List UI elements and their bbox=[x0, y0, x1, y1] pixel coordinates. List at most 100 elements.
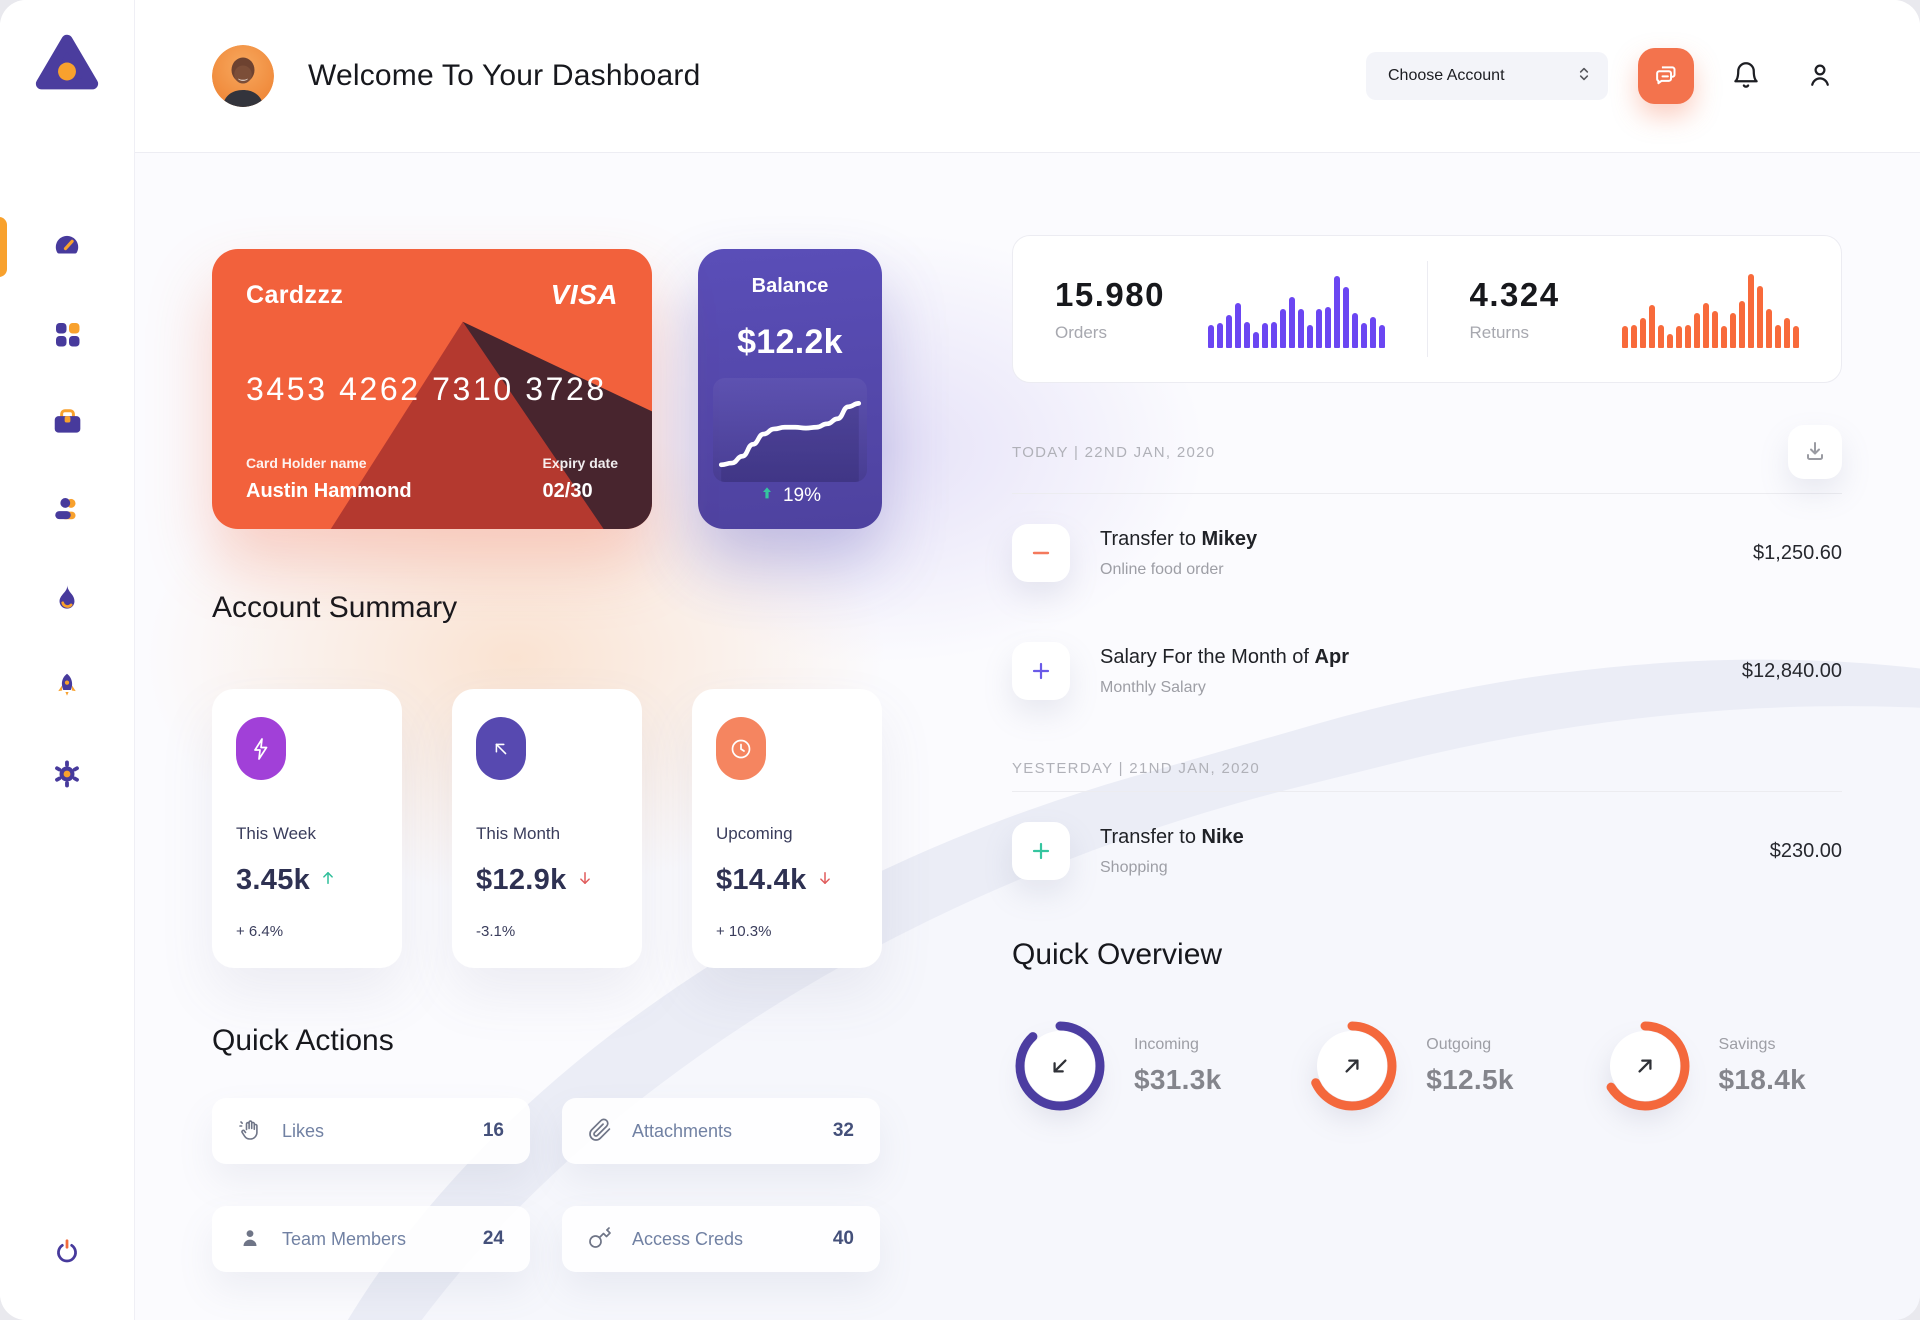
stats-divider bbox=[1426, 261, 1428, 357]
summary-card-upcoming: Upcoming $14.4k + 10.3% bbox=[692, 689, 882, 968]
summary-label: This Week bbox=[236, 824, 316, 843]
download-button[interactable] bbox=[1788, 425, 1842, 479]
transaction-row-nike[interactable]: Transfer to Nike Shopping $230.00 bbox=[1012, 792, 1842, 910]
overview-outgoing: Outgoing $12.5k bbox=[1304, 1018, 1513, 1114]
bell-icon bbox=[1731, 60, 1761, 93]
arrow-down-left-icon bbox=[1012, 1018, 1108, 1114]
page-title: Welcome To Your Dashboard bbox=[308, 59, 701, 92]
quick-action-count: 32 bbox=[832, 1120, 854, 1141]
today-date: TODAY | 22ND JAN, 2020 bbox=[1012, 443, 1216, 461]
key-icon bbox=[588, 1226, 612, 1253]
transaction-title: Salary For the Month of Apr bbox=[1100, 645, 1349, 668]
quick-action-count: 40 bbox=[832, 1228, 854, 1249]
minus-icon bbox=[1012, 524, 1070, 582]
visa-logo: VISA bbox=[550, 279, 618, 310]
quick-actions-title: Quick Actions bbox=[212, 1024, 394, 1057]
overview-label: Outgoing bbox=[1426, 1036, 1492, 1053]
transaction-row-salary[interactable]: Salary For the Month of Apr Monthly Sala… bbox=[1012, 612, 1842, 730]
returns-label: Returns bbox=[1469, 322, 1530, 342]
balance-value: $12.2k bbox=[737, 323, 843, 361]
user-icon bbox=[51, 494, 83, 529]
yesterday-date: YESTERDAY | 21ND JAN, 2020 bbox=[1012, 760, 1261, 777]
arrow-up-right-icon bbox=[1597, 1018, 1693, 1114]
header: Welcome To Your Dashboard Choose Account bbox=[135, 0, 1920, 153]
account-summary-cards: This Week 3.45k + 6.4% Th bbox=[212, 689, 882, 968]
stats-card: 15.980 Orders 4.324 Returns bbox=[1012, 235, 1842, 383]
profile-button[interactable] bbox=[1798, 54, 1842, 98]
transaction-amount: $1,250.60 bbox=[1753, 541, 1842, 564]
avatar[interactable] bbox=[212, 45, 274, 107]
right-column: 15.980 Orders 4.324 Returns bbox=[1012, 235, 1842, 1320]
balance-card: Balance $12.2k 19% bbox=[698, 249, 882, 529]
grid-icon bbox=[52, 319, 82, 352]
quick-action-label: Likes bbox=[282, 1120, 325, 1141]
sidebar-item-people[interactable] bbox=[44, 488, 90, 534]
summary-card-this-month: This Month $12.9k -3.1% bbox=[452, 689, 642, 968]
quick-action-team-members[interactable]: Team Members 24 bbox=[212, 1206, 530, 1272]
account-dropdown-label: Choose Account bbox=[1388, 67, 1505, 84]
hand-icon bbox=[238, 1118, 262, 1145]
sidebar-nav bbox=[0, 217, 90, 798]
quick-action-count: 16 bbox=[482, 1120, 504, 1141]
sidebar-item-launch[interactable] bbox=[44, 664, 90, 710]
returns-sparkline-chart bbox=[1622, 270, 1799, 348]
overview-incoming: Incoming $31.3k bbox=[1012, 1018, 1221, 1114]
card-holder-label: Card Holder name bbox=[246, 455, 367, 471]
summary-value: $14.4k bbox=[716, 864, 807, 896]
transaction-subtitle: Monthly Salary bbox=[1100, 678, 1206, 696]
card-expiry-label: Expiry date bbox=[542, 455, 618, 471]
notifications-button[interactable] bbox=[1724, 54, 1768, 98]
plus-icon bbox=[1012, 642, 1070, 700]
sidebar-item-settings[interactable] bbox=[44, 752, 90, 798]
balance-trend-chart bbox=[713, 378, 867, 482]
card-number: 3453 4262 7310 3728 bbox=[246, 371, 607, 407]
quick-action-attachments[interactable]: Attachments 32 bbox=[562, 1098, 880, 1164]
triangle-logo-icon bbox=[34, 34, 100, 100]
quick-action-access-creds[interactable]: Access Creds 40 bbox=[562, 1206, 880, 1272]
stepper-icon bbox=[1574, 64, 1594, 89]
sidebar bbox=[0, 0, 135, 1320]
summary-value: $12.9k bbox=[476, 864, 567, 896]
flame-icon bbox=[51, 582, 83, 617]
incoming-donut-chart bbox=[1012, 1018, 1108, 1114]
orders-stat: 15.980 Orders bbox=[1013, 236, 1427, 382]
trend-up-icon bbox=[319, 869, 337, 892]
lightning-icon bbox=[236, 717, 286, 780]
sidebar-item-dashboard[interactable] bbox=[0, 217, 90, 277]
overview-value: $18.4k bbox=[1718, 1064, 1806, 1095]
overview-label: Incoming bbox=[1134, 1036, 1199, 1053]
card-expiry-value: 02/30 bbox=[542, 480, 593, 502]
speedometer-icon bbox=[51, 230, 83, 265]
quick-action-likes[interactable]: Likes 16 bbox=[212, 1098, 530, 1164]
up-arrow-icon bbox=[759, 485, 775, 507]
transaction-amount: $12,840.00 bbox=[1741, 659, 1842, 682]
quick-action-label: Attachments bbox=[632, 1120, 733, 1141]
sidebar-item-apps[interactable] bbox=[44, 312, 90, 358]
content: Cardzzz VISA 3453 4262 7310 3728 Card Ho… bbox=[135, 153, 1920, 1320]
quick-action-count: 24 bbox=[482, 1228, 504, 1249]
arrow-up-right-icon bbox=[1304, 1018, 1400, 1114]
account-summary-title: Account Summary bbox=[212, 591, 458, 624]
summary-card-this-week: This Week 3.45k + 6.4% bbox=[212, 689, 402, 968]
power-icon bbox=[51, 1236, 83, 1271]
transaction-row-mikey[interactable]: Transfer to Mikey Online food order $1,2… bbox=[1012, 494, 1842, 612]
clock-icon bbox=[716, 717, 766, 780]
left-column: Cardzzz VISA 3453 4262 7310 3728 Card Ho… bbox=[212, 249, 882, 1320]
sidebar-item-work[interactable] bbox=[44, 400, 90, 446]
yesterday-header: YESTERDAY | 21ND JAN, 2020 bbox=[1012, 760, 1842, 777]
sidebar-item-activity[interactable] bbox=[44, 576, 90, 622]
logout-button[interactable] bbox=[44, 1230, 90, 1276]
chat-button[interactable] bbox=[1638, 48, 1694, 104]
transaction-title: Transfer to Mikey bbox=[1100, 527, 1258, 550]
plus-icon bbox=[1012, 822, 1070, 880]
account-dropdown[interactable]: Choose Account bbox=[1366, 52, 1608, 100]
app-logo[interactable] bbox=[34, 30, 100, 96]
transaction-subtitle: Shopping bbox=[1100, 858, 1168, 876]
quick-action-label: Access Creds bbox=[632, 1228, 744, 1249]
savings-donut-chart bbox=[1597, 1018, 1693, 1114]
gear-icon bbox=[51, 758, 83, 793]
balance-change: 19% bbox=[782, 485, 822, 506]
orders-label: Orders bbox=[1055, 322, 1107, 342]
quick-actions-grid: Likes 16 Attachments 32 bbox=[212, 1098, 882, 1272]
paperclip-icon bbox=[588, 1118, 612, 1145]
